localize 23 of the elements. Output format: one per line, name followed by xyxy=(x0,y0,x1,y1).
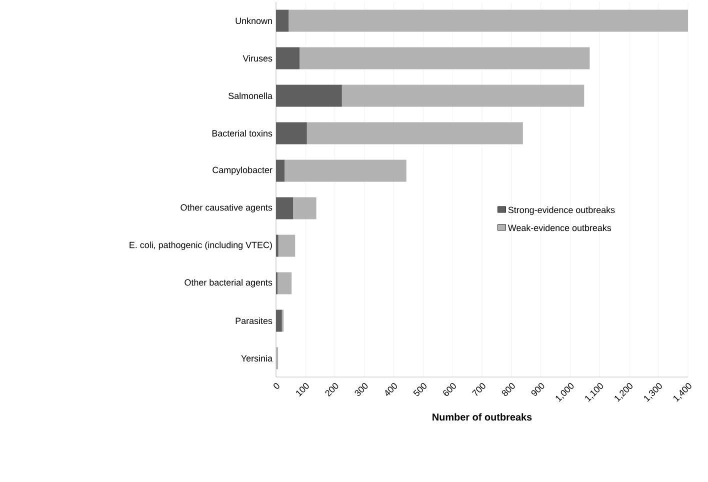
x-tick-label: 500 xyxy=(413,383,426,396)
y-tick-label: Other causative agents xyxy=(180,204,272,212)
y-tick-label: Other bacterial agents xyxy=(184,279,272,288)
y-tick-label: Yersinia xyxy=(241,354,272,362)
y-tick-label: Unknown xyxy=(236,17,272,24)
x-tick-label: 600 xyxy=(443,383,456,396)
x-tick-label: 100 xyxy=(296,383,309,397)
x-tick-label: 0 xyxy=(274,383,280,389)
y-tick-label: Campylobacter xyxy=(212,166,272,175)
x-tick-label: 400 xyxy=(385,383,398,396)
legend-label: Strong-evidence outbreaks xyxy=(508,206,615,215)
legend-label: Weak-evidence outbreaks xyxy=(508,224,612,232)
x-axis-title: Number of outbreaks xyxy=(432,413,532,421)
y-tick-label: Viruses xyxy=(242,54,272,62)
x-tick-label: 800 xyxy=(502,383,515,396)
x-tick-label: 300 xyxy=(354,383,368,396)
y-tick-label: Salmonella xyxy=(228,92,272,100)
y-tick-label: E. coli, pathogenic (including VTEC) xyxy=(130,242,272,250)
y-tick-label: Parasites xyxy=(236,317,272,324)
x-tick-label: 200 xyxy=(325,383,338,397)
x-tick-label: 900 xyxy=(531,383,544,396)
x-tick-label: 700 xyxy=(472,383,486,396)
y-tick-label: Bacterial toxins xyxy=(212,130,272,137)
